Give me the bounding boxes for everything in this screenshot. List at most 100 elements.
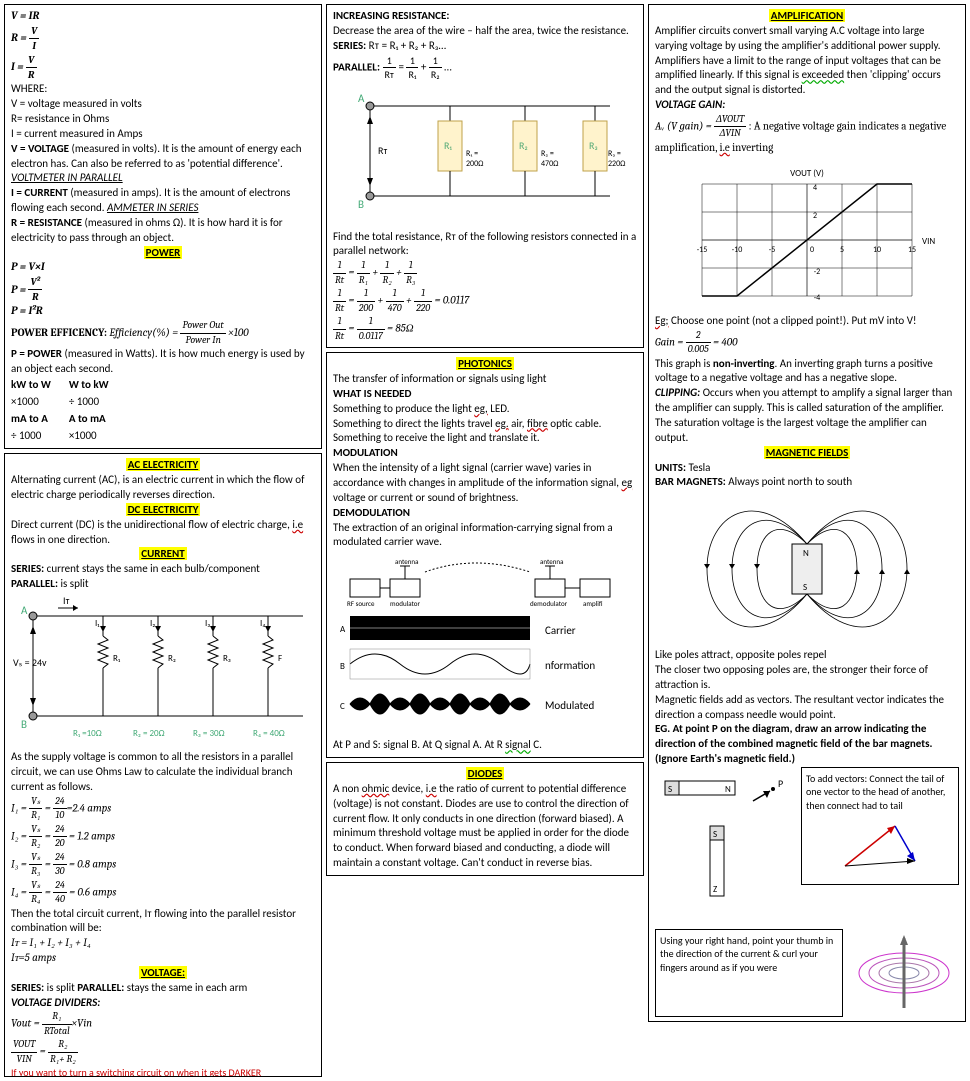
svg-text:I₂: I₂ xyxy=(150,618,155,629)
current-def: I = CURRENT (measured in amps). It is th… xyxy=(11,186,315,216)
svg-text:4: 4 xyxy=(813,183,817,193)
svg-text:15: 15 xyxy=(908,245,916,255)
svg-text:200Ω: 200Ω xyxy=(466,159,484,169)
svg-text:F: F xyxy=(278,653,282,664)
resistance-box: INCREASING RESISTANCE: Decrease the area… xyxy=(326,4,644,348)
svg-text:R₁: R₁ xyxy=(444,139,452,152)
svg-text:R₂ = 20Ω: R₂ = 20Ω xyxy=(133,728,165,739)
svg-text:I₁: I₁ xyxy=(95,618,100,629)
svg-text:R₃: R₃ xyxy=(223,653,231,664)
where-label: WHERE: xyxy=(11,82,315,97)
svg-text:I₄: I₄ xyxy=(260,618,265,629)
svg-text:R₂: R₂ xyxy=(168,653,176,664)
amplification-box: AMPLIFICATION Amplifier circuits convert… xyxy=(648,4,966,1022)
svg-text:R₄ = 40Ω: R₄ = 40Ω xyxy=(253,728,285,739)
ohms-law-box: V = IR R = VI I = VR WHERE: V = voltage … xyxy=(4,4,322,449)
current-heading: CURRENT xyxy=(139,547,186,560)
parallel-resistor-diagram: A B Rᴛ R₁ R₁ =200Ω R₂ R₂ =470Ω xyxy=(340,86,630,226)
solenoid-field-diagram xyxy=(849,933,959,1013)
svg-text:-10: -10 xyxy=(732,245,743,255)
svg-text:R₂ =: R₂ = xyxy=(541,149,554,159)
svg-text:N: N xyxy=(803,548,809,559)
p-def: P = POWER (measured in Watts). It is how… xyxy=(11,347,315,377)
svg-text:5: 5 xyxy=(840,245,844,255)
svg-text:B: B xyxy=(340,661,345,672)
resistance-def: R = RESISTANCE (measured in ohms Ω). It … xyxy=(11,216,315,246)
svg-text:R₃ = 30Ω: R₃ = 30Ω xyxy=(193,728,225,739)
ac-heading: AC ELECTRICITY xyxy=(126,458,200,471)
svg-text:220Ω: 220Ω xyxy=(608,159,626,169)
magnetic-heading: MAGNETIC FIELDS xyxy=(764,446,851,459)
svg-text:VOUT (V): VOUT (V) xyxy=(790,168,824,179)
p-v2r: P = V²R xyxy=(11,275,315,304)
svg-text:C: C xyxy=(340,701,345,712)
svg-text:RF source: RF source xyxy=(347,599,375,608)
svg-text:R₁ =: R₁ = xyxy=(466,149,478,159)
svg-text:B: B xyxy=(358,198,364,211)
svg-text:Modulated: Modulated xyxy=(545,699,594,712)
formula-i: I = VR xyxy=(11,53,315,82)
voltage-def: V = VOLTAGE (measured in volts). It is t… xyxy=(11,142,315,187)
parallel-circuit-diagram: A B Iᴛ Vₛ = 24v I₁ R₁ xyxy=(13,596,313,746)
formula-r: R = VI xyxy=(11,24,315,53)
efficiency: POWER EFFICENCY: Efficiency(%) = Power O… xyxy=(11,319,315,347)
svg-text:Rᴛ: Rᴛ xyxy=(378,144,388,157)
gain-graph: -15-10-5 051015 42-2-4 VOUT (V) VIN (mV) xyxy=(677,160,937,310)
svg-text:0: 0 xyxy=(810,245,814,255)
p-vi: P = V×I xyxy=(11,260,315,275)
two-bar-magnets-diagram: S N P S Z xyxy=(655,771,795,921)
svg-text:A: A xyxy=(358,92,365,105)
p-i2r: P = I²R xyxy=(11,304,315,319)
photonics-heading: PHOTONICS xyxy=(456,357,514,370)
bar-magnet-field-diagram: N S xyxy=(697,494,917,644)
svg-text:A: A xyxy=(21,604,28,617)
svg-text:Z: Z xyxy=(713,884,717,895)
right-hand-rule-box: Using your right hand, point your thumb … xyxy=(655,929,843,1017)
diodes-heading: DIODES xyxy=(466,767,505,780)
svg-text:I₃: I₃ xyxy=(205,618,210,629)
svg-text:-2: -2 xyxy=(814,267,821,277)
svg-text:R₃: R₃ xyxy=(589,139,598,152)
conversion-table: kW to WW to kW ×1000÷ 1000 mA to AA to m… xyxy=(11,377,127,444)
dc-heading: DC ELECTRICITY xyxy=(126,503,201,516)
svg-text:S: S xyxy=(713,829,717,840)
svg-text:-15: -15 xyxy=(697,245,708,255)
formula-v-ir: V = IR xyxy=(11,9,315,24)
vector-add-diagram xyxy=(835,816,925,876)
svg-text:B: B xyxy=(21,718,27,731)
amplification-heading: AMPLIFICATION xyxy=(769,9,845,22)
v-definition: V = voltage measured in volts xyxy=(11,97,315,112)
svg-text:S: S xyxy=(803,582,807,593)
photonics-box: PHOTONICS The transfer of information or… xyxy=(326,352,644,758)
ac-dc-box: AC ELECTRICITY Alternating current (AC),… xyxy=(4,453,322,1077)
column-3: AMPLIFICATION Amplifier circuits convert… xyxy=(648,4,966,1077)
svg-text:2: 2 xyxy=(813,211,817,221)
svg-text:R₂: R₂ xyxy=(519,139,528,152)
svg-text:S: S xyxy=(668,784,672,795)
svg-text:P: P xyxy=(778,777,783,790)
svg-text:R₁: R₁ xyxy=(113,653,121,664)
svg-text:-5: -5 xyxy=(769,245,776,255)
column-1: V = IR R = VI I = VR WHERE: V = voltage … xyxy=(4,4,322,1077)
svg-text:nformation: nformation xyxy=(545,659,595,672)
add-vectors-box: To add vectors: Connect the tail of one … xyxy=(801,767,959,886)
svg-text:10: 10 xyxy=(873,245,881,255)
svg-text:demodulator: demodulator xyxy=(530,599,568,608)
diodes-box: DIODES A non ohmic device, i.e the ratio… xyxy=(326,762,644,876)
svg-text:N: N xyxy=(725,784,731,795)
svg-text:470Ω: 470Ω xyxy=(541,159,559,169)
svg-text:antenna: antenna xyxy=(540,557,563,566)
svg-text:Iᴛ: Iᴛ xyxy=(63,596,70,607)
svg-text:modulator: modulator xyxy=(390,599,421,608)
svg-text:R₃ =: R₃ = xyxy=(608,149,621,159)
svg-text:amplifi: amplifi xyxy=(583,599,603,608)
i-definition: I = current measured in Amps xyxy=(11,127,315,142)
svg-text:-4: -4 xyxy=(814,293,821,303)
svg-text:Vₛ = 24v: Vₛ = 24v xyxy=(13,656,47,669)
modulation-diagram: antenna antenna RF source modulator demo… xyxy=(335,554,635,734)
power-heading: POWER xyxy=(144,246,183,259)
column-2: INCREASING RESISTANCE: Decrease the area… xyxy=(326,4,644,1077)
svg-text:antenna: antenna xyxy=(395,557,418,566)
voltage-heading: VOLTAGE: xyxy=(139,966,187,979)
svg-text:Carrier: Carrier xyxy=(545,624,576,637)
